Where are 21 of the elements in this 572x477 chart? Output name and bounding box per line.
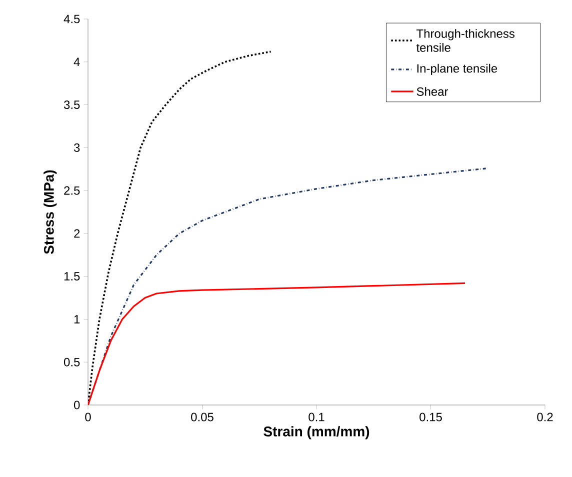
y-tick-label: 3 xyxy=(74,143,80,152)
legend-label: In-plane tensile xyxy=(417,64,498,76)
y-tick-label: 4.5 xyxy=(64,14,80,24)
y-tick-label: 1 xyxy=(74,315,80,324)
y-tick-label: 2 xyxy=(74,229,80,238)
y-tick-label: 1.5 xyxy=(64,272,80,281)
line-series xyxy=(88,282,466,405)
x-axis-title: Strain (mm/mm) xyxy=(264,426,370,440)
y-tick-label: 2.5 xyxy=(64,186,80,195)
x-tick-label: 0.2 xyxy=(537,412,553,422)
legend-label: Through-thickness tensile xyxy=(416,29,515,52)
y-tick-label: 4 xyxy=(74,58,80,66)
y-tick-label: 3.5 xyxy=(64,100,80,110)
x-tick-label: 0.15 xyxy=(420,412,442,422)
legend-label: Shear xyxy=(416,87,448,96)
y-tick-label: 0 xyxy=(74,400,80,410)
x-tick-label: 0 xyxy=(85,412,91,422)
x-tick-label: 0.05 xyxy=(191,412,214,422)
y-axis-title: Stress (MPa) xyxy=(44,170,57,254)
y-tick-label: 0.5 xyxy=(64,358,80,366)
x-tick-label: 0.1 xyxy=(308,412,324,422)
